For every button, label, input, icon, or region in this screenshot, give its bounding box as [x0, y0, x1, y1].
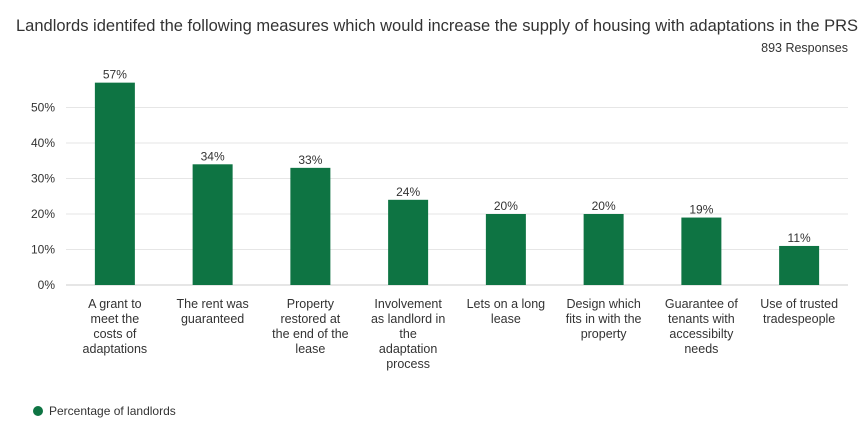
- legend-marker: [33, 406, 43, 416]
- category-label: Property restored at the end of the lease: [272, 297, 349, 356]
- data-label: 20%: [592, 199, 616, 213]
- y-tick-label: 30%: [31, 172, 55, 186]
- bar[interactable]: [290, 167, 331, 285]
- category-label: The rent was guaranteed: [176, 297, 248, 326]
- category-label: Use of trusted tradespeople: [760, 297, 838, 326]
- data-label: 33%: [298, 153, 322, 167]
- bar[interactable]: [485, 214, 526, 285]
- y-axis-ticks: 0% 10% 20% 30% 40% 50%: [31, 101, 55, 293]
- y-tick-label: 50%: [31, 101, 55, 115]
- data-label: 20%: [494, 199, 518, 213]
- gridlines: [66, 107, 848, 286]
- data-label: 24%: [396, 185, 420, 199]
- bar[interactable]: [192, 164, 233, 285]
- category-label: Guarantee of tenants with accessibilty need…: [665, 297, 738, 356]
- category-label: A grant to meet the costs of adaptations: [83, 297, 148, 356]
- bar[interactable]: [779, 245, 820, 285]
- data-label: 57%: [103, 68, 127, 82]
- bar[interactable]: [94, 82, 135, 286]
- bar[interactable]: [583, 214, 624, 285]
- category-label: Involvement as landlord in the adaptation pr…: [371, 297, 445, 371]
- bar[interactable]: [681, 217, 722, 285]
- legend[interactable]: Percentage of landlords: [33, 404, 176, 418]
- data-label: 11%: [788, 231, 811, 245]
- bar[interactable]: [388, 199, 429, 285]
- legend-label: Percentage of landlords: [49, 404, 176, 418]
- chart-subtitle: 893 Responses: [761, 41, 848, 55]
- category-label: Design which fits in with the property: [566, 297, 642, 341]
- data-labels: 57% 34% 33% 24% 20% 20% 19% 11%: [103, 68, 811, 245]
- data-label: 19%: [689, 203, 713, 217]
- bars: [94, 82, 820, 286]
- chart-title: Landlords identifed the following measur…: [16, 17, 859, 35]
- category-label: Lets on a long lease: [467, 297, 546, 326]
- data-label: 34%: [201, 149, 225, 163]
- category-labels: A grant to meet the costs of adaptations The…: [83, 297, 839, 371]
- y-tick-label: 10%: [31, 243, 55, 257]
- y-tick-label: 0%: [38, 278, 56, 292]
- y-tick-label: 20%: [31, 207, 55, 221]
- y-tick-label: 40%: [31, 136, 55, 150]
